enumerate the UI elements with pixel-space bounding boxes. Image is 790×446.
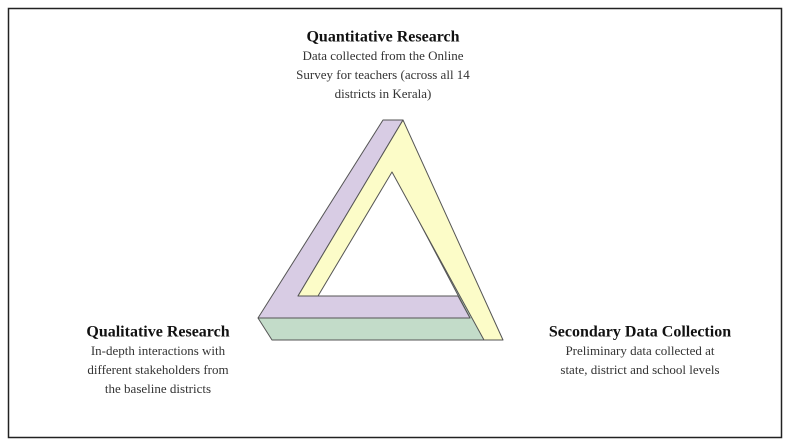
node-description: districts in Kerala) bbox=[335, 86, 432, 101]
diagram: Quantitative Research Data collected from… bbox=[0, 0, 790, 446]
node-description: In-depth interactions with bbox=[91, 343, 226, 358]
node-title: Secondary Data Collection bbox=[549, 324, 731, 341]
node-title: Qualitative Research bbox=[86, 324, 229, 341]
node-description: Data collected from the Online bbox=[303, 48, 464, 63]
node-description: the baseline districts bbox=[105, 381, 211, 396]
node-description: different stakeholders from bbox=[87, 362, 228, 377]
node-description: state, district and school levels bbox=[560, 362, 719, 377]
node-description: Survey for teachers (across all 14 bbox=[296, 67, 470, 82]
node-title: Quantitative Research bbox=[306, 29, 459, 46]
node-description: Preliminary data collected at bbox=[565, 343, 714, 358]
